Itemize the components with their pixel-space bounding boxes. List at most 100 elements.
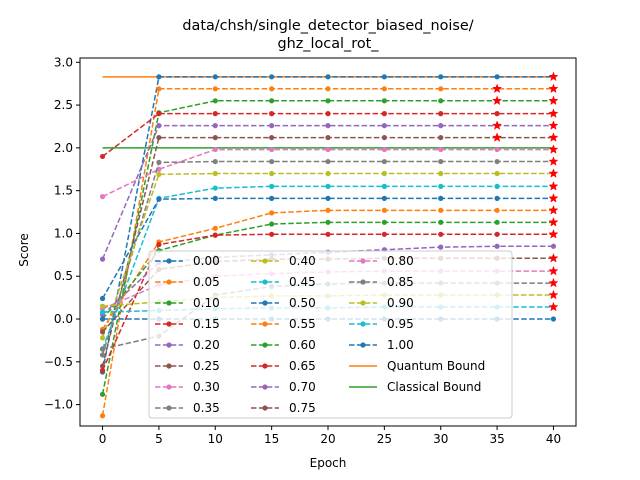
series-2-marker-4: [325, 98, 331, 104]
series-11-star-marker-8: [548, 205, 559, 215]
series-13-marker-1: [156, 241, 162, 248]
series-8-marker-1: [156, 171, 162, 177]
series-12-marker-3: [269, 221, 275, 227]
series-10-marker-4: [325, 195, 331, 201]
plot-area: 0 5 10 15 20 25 30 35 40 −1.0 −0.5 0.0 0.5 1.0 1.5 2.0 2…: [44, 55, 577, 446]
series-10: [99, 193, 559, 302]
series-8-marker-4: [325, 170, 331, 177]
series-5-marker-1: [156, 134, 162, 141]
legend: 0.00 0.05 0.10 0.15 0.20 0.25 0.30 0.35 0.40 0.45…: [148, 250, 513, 419]
series-6-marker-3: [269, 146, 275, 153]
series-7-marker-0: [99, 352, 106, 358]
series-3-marker-6: [438, 111, 444, 117]
series-7-marker-1: [156, 159, 162, 166]
legend-marker-6: [166, 384, 172, 390]
series-2-marker-0: [99, 391, 106, 397]
series-13-star-marker-8: [548, 228, 559, 239]
legend-entry-13: 0.65: [251, 359, 316, 373]
series-2-star-marker-8: [548, 95, 559, 106]
legend-label-16: 0.80: [387, 254, 414, 268]
series-10-marker-2: [212, 195, 218, 201]
legend-entry-16: 0.80: [349, 254, 414, 268]
series-6-star-marker-8: [548, 144, 559, 154]
series-5-marker-2: [212, 134, 218, 141]
series-8-marker-0: [99, 335, 106, 341]
legend-marker-2: [166, 300, 172, 306]
series-8-marker-6: [438, 170, 444, 177]
series-13-marker-3: [269, 231, 275, 237]
series-4-marker-5: [381, 123, 387, 129]
legend-entry-9: 0.45: [251, 275, 316, 289]
legend-marker-15: [262, 405, 268, 411]
series-13-marker-6: [438, 231, 444, 237]
series-4-marker-1: [156, 123, 162, 129]
series-5-marker-3: [269, 134, 275, 141]
legend-label-12: 0.60: [289, 338, 316, 352]
series-9-star-marker-8: [548, 181, 559, 191]
series-10-marker-5: [381, 195, 387, 201]
series-11-marker-2: [212, 225, 218, 231]
legend-entry-21: Quantum Bound: [349, 359, 485, 373]
legend-label-11: 0.55: [289, 317, 316, 331]
series-5-star-marker-7: [492, 132, 503, 142]
series-13-marker-0: [99, 367, 106, 373]
x-axis-title: Epoch: [310, 456, 347, 470]
series-7: [99, 156, 559, 358]
series-3-star-marker-8: [548, 108, 559, 118]
x-tick-label-0: 0: [99, 432, 107, 446]
y-tick-label-2: 0.0: [54, 312, 73, 326]
legend-marker-20: [360, 342, 366, 348]
series-0-marker-2: [212, 74, 218, 80]
legend-entry-1: 0.05: [155, 275, 220, 289]
series-12-star-marker-8: [548, 217, 559, 227]
legend-entry-18: 0.90: [349, 296, 414, 310]
series-5-marker-5: [381, 134, 387, 141]
series-1-marker-1: [156, 86, 162, 92]
series-0-marker-1: [156, 74, 162, 80]
series-9-marker-2: [212, 185, 218, 191]
legend-entry-12: 0.60: [251, 338, 316, 352]
legend-entry-2: 0.10: [155, 296, 220, 310]
legend-label-3: 0.15: [193, 317, 220, 331]
legend-marker-4: [166, 342, 172, 348]
legend-label-0: 0.00: [193, 254, 220, 268]
legend-entry-6: 0.30: [155, 380, 220, 394]
legend-label-2: 0.10: [193, 296, 220, 310]
series-12-marker-4: [325, 219, 331, 225]
series-6-marker-5: [381, 146, 387, 153]
legend-label-9: 0.45: [289, 275, 316, 289]
series-11-marker-6: [438, 207, 444, 213]
legend-entry-19: 0.95: [349, 317, 414, 331]
series-4-marker-3: [269, 123, 275, 129]
series-12-marker-7: [494, 219, 500, 225]
y-tick-label-1: −0.5: [44, 355, 73, 369]
series-1-marker-4: [325, 86, 331, 92]
series-8: [99, 168, 559, 341]
legend-marker-11: [262, 321, 268, 327]
legend-label-15: 0.75: [289, 401, 316, 415]
series-1-marker-5: [381, 86, 387, 92]
series-19-star-marker-8: [548, 301, 559, 312]
series-2-marker-3: [269, 98, 275, 104]
chart-title-line-2: ghz_local_rot_: [278, 36, 380, 52]
x-tick-label-3: 15: [264, 432, 279, 446]
series-0-marker-5: [381, 74, 387, 80]
series-2-marker-6: [438, 98, 444, 104]
legend-entry-3: 0.15: [155, 317, 220, 331]
series-20-marker-8: [550, 316, 557, 322]
legend-marker-7: [166, 405, 172, 411]
series-9-marker-6: [438, 183, 444, 189]
series-1-marker-0: [99, 413, 106, 419]
legend-label-8: 0.40: [289, 254, 316, 268]
series-6-marker-7: [494, 146, 500, 153]
legend-entry-17: 0.85: [349, 275, 414, 289]
series-12-marker-5: [381, 219, 387, 225]
series-15-star-marker-8: [548, 252, 559, 263]
series-10-marker-3: [269, 195, 275, 201]
legend-entry-11: 0.55: [251, 317, 316, 331]
series-10-star-marker-8: [548, 193, 559, 203]
series-1: [99, 83, 559, 419]
x-tick-label-8: 40: [546, 432, 561, 446]
legend-label-4: 0.20: [193, 338, 220, 352]
series-0-marker-7: [494, 74, 500, 80]
